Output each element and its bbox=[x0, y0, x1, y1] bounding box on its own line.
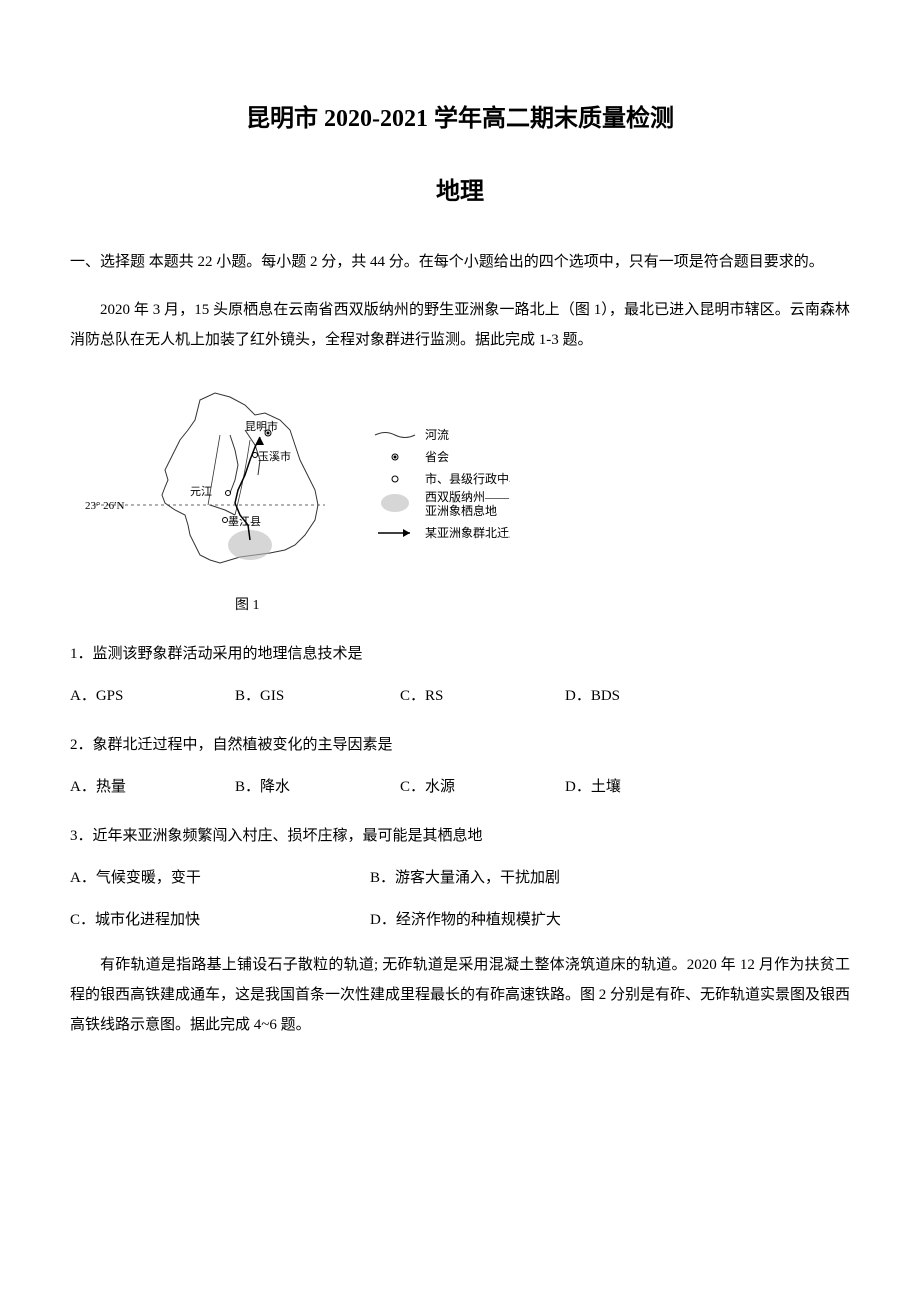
svg-text:河流: 河流 bbox=[425, 428, 449, 442]
option-1d: D．BDS bbox=[565, 684, 730, 708]
option-3b: B．游客大量涌入，干扰加剧 bbox=[370, 866, 670, 890]
city-yuxi: 玉溪市 bbox=[258, 449, 291, 463]
question-2-stem: 2．象群北迁过程中，自然植被变化的主导因素是 bbox=[70, 733, 850, 757]
city-kunming: 昆明市 bbox=[245, 419, 278, 433]
figure-1-map: 23° 26′N 昆明市 玉溪市 元江 墨江县 河流 省会 市、县级行政中心 西… bbox=[80, 375, 510, 590]
document-subtitle: 地理 bbox=[70, 173, 850, 211]
document-title: 昆明市 2020-2021 学年高二期末质量检测 bbox=[70, 100, 850, 138]
option-3a: A．气候变暖，变干 bbox=[70, 866, 370, 890]
svg-text:市、县级行政中心: 市、县级行政中心 bbox=[425, 471, 510, 486]
svg-text:亚洲象栖息地: 亚洲象栖息地 bbox=[425, 503, 497, 518]
city-mojiang: 墨江县 bbox=[228, 515, 261, 528]
svg-text:西双版纳州——: 西双版纳州—— bbox=[425, 490, 510, 504]
question-3-options-row1: A．气候变暖，变干 B．游客大量涌入，干扰加剧 bbox=[70, 866, 850, 890]
figure-1-caption: 图 1 bbox=[235, 595, 850, 617]
question-1-stem: 1．监测该野象群活动采用的地理信息技术是 bbox=[70, 642, 850, 666]
latitude-label: 23° 26′N bbox=[85, 500, 125, 512]
question-3-options-row2: C．城市化进程加快 D．经济作物的种植规模扩大 bbox=[70, 908, 850, 932]
question-1-options: A．GPS B．GIS C．RS D．BDS bbox=[70, 684, 850, 708]
option-2d: D．土壤 bbox=[565, 775, 730, 799]
option-1c: C．RS bbox=[400, 684, 565, 708]
svg-text:某亚洲象群北迁路径: 某亚洲象群北迁路径 bbox=[425, 525, 510, 540]
legend: 河流 省会 市、县级行政中心 西双版纳州—— 亚洲象栖息地 某亚洲象群北迁路径 bbox=[375, 428, 510, 540]
passage-2: 有砟轨道是指路基上铺设石子散粒的轨道; 无砟轨道是采用混凝土整体浇筑道床的轨道。… bbox=[70, 950, 850, 1040]
passage-1: 2020 年 3 月，15 头原栖息在云南省西双版纳州的野生亚洲象一路北上（图 … bbox=[70, 295, 850, 355]
option-2c: C．水源 bbox=[400, 775, 565, 799]
option-3d: D．经济作物的种植规模扩大 bbox=[370, 908, 670, 932]
option-2a: A．热量 bbox=[70, 775, 235, 799]
option-3c: C．城市化进程加快 bbox=[70, 908, 370, 932]
option-1b: B．GIS bbox=[235, 684, 400, 708]
city-yuanjiang: 元江 bbox=[190, 485, 212, 498]
question-2-options: A．热量 B．降水 C．水源 D．土壤 bbox=[70, 775, 850, 799]
figure-1-container: 23° 26′N 昆明市 玉溪市 元江 墨江县 河流 省会 市、县级行政中心 西… bbox=[80, 375, 850, 617]
section-instruction: 一、选择题 本题共 22 小题。每小题 2 分，共 44 分。在每个小题给出的四… bbox=[70, 247, 850, 277]
option-1a: A．GPS bbox=[70, 684, 235, 708]
svg-text:省会: 省会 bbox=[425, 450, 449, 464]
option-2b: B．降水 bbox=[235, 775, 400, 799]
question-3-stem: 3．近年来亚洲象频繁闯入村庄、损坏庄稼，最可能是其栖息地 bbox=[70, 824, 850, 848]
